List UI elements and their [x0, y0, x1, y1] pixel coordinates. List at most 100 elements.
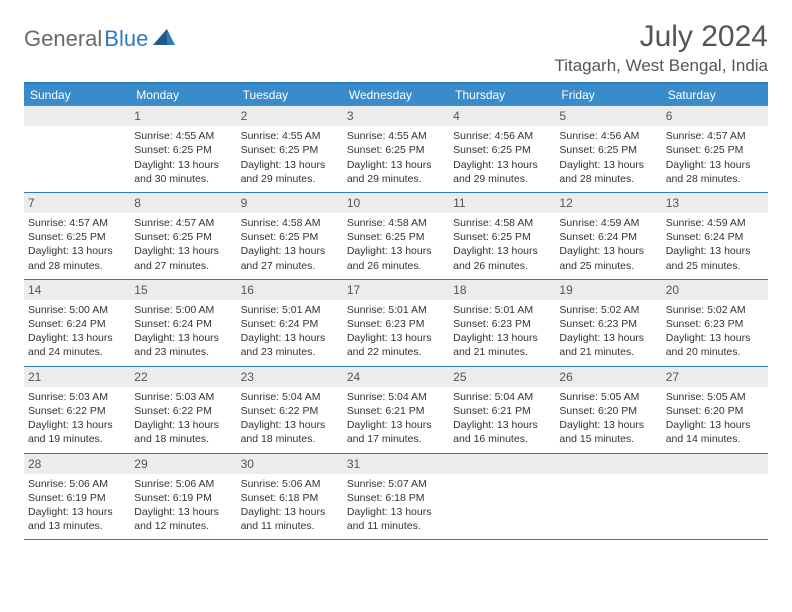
- day-number: 31: [343, 454, 449, 474]
- sunset-text: Sunset: 6:25 PM: [559, 143, 657, 157]
- day-cell: 3Sunrise: 4:55 AMSunset: 6:25 PMDaylight…: [343, 106, 449, 192]
- logo-text-general: General: [24, 26, 102, 52]
- daylight-text: and 26 minutes.: [347, 259, 445, 273]
- day-cell: 10Sunrise: 4:58 AMSunset: 6:25 PMDayligh…: [343, 193, 449, 279]
- sunrise-text: Sunrise: 5:01 AM: [347, 303, 445, 317]
- sunrise-text: Sunrise: 4:58 AM: [453, 216, 551, 230]
- daylight-text: and 11 minutes.: [241, 519, 339, 533]
- daylight-text: Daylight: 13 hours: [559, 418, 657, 432]
- day-cell: 29Sunrise: 5:06 AMSunset: 6:19 PMDayligh…: [130, 454, 236, 540]
- sunset-text: Sunset: 6:18 PM: [241, 491, 339, 505]
- daylight-text: Daylight: 13 hours: [241, 505, 339, 519]
- day-cell: 31Sunrise: 5:07 AMSunset: 6:18 PMDayligh…: [343, 454, 449, 540]
- week-row: 14Sunrise: 5:00 AMSunset: 6:24 PMDayligh…: [24, 280, 768, 367]
- sunset-text: Sunset: 6:25 PM: [134, 230, 232, 244]
- calendar-grid: SundayMondayTuesdayWednesdayThursdayFrid…: [24, 82, 768, 540]
- calendar-page: GeneralBlue July 2024 Titagarh, West Ben…: [0, 0, 792, 560]
- daylight-text: and 21 minutes.: [453, 345, 551, 359]
- daylight-text: and 28 minutes.: [666, 172, 764, 186]
- weekday-header: Monday: [130, 84, 236, 106]
- daylight-text: and 25 minutes.: [666, 259, 764, 273]
- empty-day-bar: [449, 454, 555, 474]
- day-cell: 11Sunrise: 4:58 AMSunset: 6:25 PMDayligh…: [449, 193, 555, 279]
- day-number: 20: [662, 280, 768, 300]
- day-number: 3: [343, 106, 449, 126]
- sunrise-text: Sunrise: 4:57 AM: [134, 216, 232, 230]
- daylight-text: and 15 minutes.: [559, 432, 657, 446]
- day-cell: 1Sunrise: 4:55 AMSunset: 6:25 PMDaylight…: [130, 106, 236, 192]
- title-area: July 2024 Titagarh, West Bengal, India: [554, 20, 768, 76]
- sunset-text: Sunset: 6:25 PM: [134, 143, 232, 157]
- daylight-text: Daylight: 13 hours: [666, 158, 764, 172]
- day-number: 14: [24, 280, 130, 300]
- day-cell: 23Sunrise: 5:04 AMSunset: 6:22 PMDayligh…: [237, 367, 343, 453]
- daylight-text: Daylight: 13 hours: [241, 244, 339, 258]
- daylight-text: and 27 minutes.: [241, 259, 339, 273]
- sunset-text: Sunset: 6:25 PM: [347, 230, 445, 244]
- day-number: 30: [237, 454, 343, 474]
- location-subtitle: Titagarh, West Bengal, India: [554, 56, 768, 76]
- daylight-text: Daylight: 13 hours: [666, 331, 764, 345]
- day-number: 16: [237, 280, 343, 300]
- day-cell: 5Sunrise: 4:56 AMSunset: 6:25 PMDaylight…: [555, 106, 661, 192]
- day-cell: 24Sunrise: 5:04 AMSunset: 6:21 PMDayligh…: [343, 367, 449, 453]
- daylight-text: Daylight: 13 hours: [453, 244, 551, 258]
- weekday-header: Tuesday: [237, 84, 343, 106]
- day-cell: 9Sunrise: 4:58 AMSunset: 6:25 PMDaylight…: [237, 193, 343, 279]
- daylight-text: Daylight: 13 hours: [134, 505, 232, 519]
- sunset-text: Sunset: 6:19 PM: [28, 491, 126, 505]
- daylight-text: Daylight: 13 hours: [347, 158, 445, 172]
- day-number: 2: [237, 106, 343, 126]
- day-cell: 19Sunrise: 5:02 AMSunset: 6:23 PMDayligh…: [555, 280, 661, 366]
- day-number: 19: [555, 280, 661, 300]
- sunset-text: Sunset: 6:19 PM: [134, 491, 232, 505]
- weekday-header: Thursday: [449, 84, 555, 106]
- logo: GeneralBlue: [24, 20, 175, 52]
- daylight-text: and 23 minutes.: [134, 345, 232, 359]
- sunset-text: Sunset: 6:24 PM: [134, 317, 232, 331]
- sunrise-text: Sunrise: 5:06 AM: [241, 477, 339, 491]
- daylight-text: and 23 minutes.: [241, 345, 339, 359]
- day-number: 7: [24, 193, 130, 213]
- logo-triangle-icon: [153, 29, 175, 50]
- empty-day-bar: [662, 454, 768, 474]
- sunset-text: Sunset: 6:21 PM: [453, 404, 551, 418]
- daylight-text: and 14 minutes.: [666, 432, 764, 446]
- sunset-text: Sunset: 6:25 PM: [453, 230, 551, 244]
- daylight-text: Daylight: 13 hours: [28, 505, 126, 519]
- daylight-text: and 18 minutes.: [134, 432, 232, 446]
- sunset-text: Sunset: 6:25 PM: [241, 143, 339, 157]
- day-cell: 17Sunrise: 5:01 AMSunset: 6:23 PMDayligh…: [343, 280, 449, 366]
- week-row: 21Sunrise: 5:03 AMSunset: 6:22 PMDayligh…: [24, 367, 768, 454]
- daylight-text: and 20 minutes.: [666, 345, 764, 359]
- weekday-header: Sunday: [24, 84, 130, 106]
- sunrise-text: Sunrise: 5:00 AM: [134, 303, 232, 317]
- sunset-text: Sunset: 6:24 PM: [241, 317, 339, 331]
- sunrise-text: Sunrise: 4:55 AM: [241, 129, 339, 143]
- day-number: 8: [130, 193, 236, 213]
- daylight-text: Daylight: 13 hours: [347, 244, 445, 258]
- sunrise-text: Sunrise: 4:55 AM: [347, 129, 445, 143]
- daylight-text: Daylight: 13 hours: [559, 331, 657, 345]
- day-cell-empty: [662, 454, 768, 540]
- day-number: 25: [449, 367, 555, 387]
- empty-day-bar: [555, 454, 661, 474]
- daylight-text: Daylight: 13 hours: [453, 418, 551, 432]
- daylight-text: Daylight: 13 hours: [347, 505, 445, 519]
- day-cell: 12Sunrise: 4:59 AMSunset: 6:24 PMDayligh…: [555, 193, 661, 279]
- sunset-text: Sunset: 6:23 PM: [453, 317, 551, 331]
- daylight-text: Daylight: 13 hours: [241, 418, 339, 432]
- daylight-text: and 26 minutes.: [453, 259, 551, 273]
- daylight-text: and 29 minutes.: [453, 172, 551, 186]
- sunset-text: Sunset: 6:25 PM: [28, 230, 126, 244]
- sunrise-text: Sunrise: 5:03 AM: [28, 390, 126, 404]
- daylight-text: and 16 minutes.: [453, 432, 551, 446]
- day-cell-empty: [449, 454, 555, 540]
- empty-day-bar: [24, 106, 130, 126]
- sunrise-text: Sunrise: 5:05 AM: [559, 390, 657, 404]
- day-cell: 28Sunrise: 5:06 AMSunset: 6:19 PMDayligh…: [24, 454, 130, 540]
- sunrise-text: Sunrise: 4:58 AM: [347, 216, 445, 230]
- weekday-header: Saturday: [662, 84, 768, 106]
- daylight-text: Daylight: 13 hours: [559, 158, 657, 172]
- sunrise-text: Sunrise: 5:02 AM: [559, 303, 657, 317]
